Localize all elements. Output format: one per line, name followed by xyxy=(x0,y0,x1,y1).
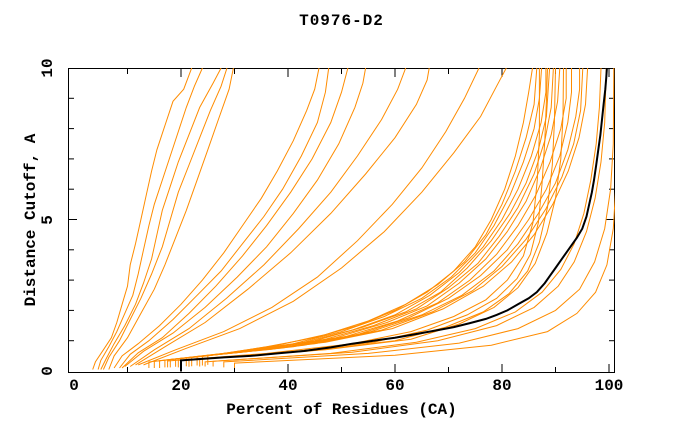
model-curve xyxy=(121,68,349,369)
y-tick-label: 10 xyxy=(39,58,57,78)
model-curve xyxy=(129,68,407,367)
x-tick-label: 80 xyxy=(492,377,512,395)
model-curve xyxy=(223,68,615,368)
model-curve xyxy=(119,68,330,369)
target-curve xyxy=(180,68,608,371)
x-axis-label: Percent of Residues (CA) xyxy=(226,401,457,419)
plot-border xyxy=(68,68,615,373)
model-curve xyxy=(159,68,543,368)
x-tick-label: 100 xyxy=(594,377,624,395)
model-curve xyxy=(138,68,480,366)
model-curve xyxy=(113,68,320,369)
model-curve xyxy=(100,68,222,370)
plot-svg xyxy=(68,68,615,373)
model-curve xyxy=(124,68,367,367)
y-tick-label: 5 xyxy=(39,214,57,225)
model-curve xyxy=(97,68,203,370)
model-curve xyxy=(169,68,551,368)
model-curve xyxy=(108,68,234,370)
x-tick-label: 0 xyxy=(69,377,79,395)
x-tick-label: 60 xyxy=(385,377,405,395)
model-curve xyxy=(234,191,615,368)
model-curve xyxy=(153,68,538,368)
model-curve xyxy=(143,68,507,366)
model-curve xyxy=(167,68,540,368)
y-axis-label: Distance Cutoff, A xyxy=(22,133,40,307)
chart-title: T0976-D2 xyxy=(299,12,384,30)
model-curve xyxy=(135,68,430,366)
model-curve xyxy=(201,68,584,366)
x-tick-label: 20 xyxy=(171,377,191,395)
model-curve xyxy=(102,68,228,370)
model-curve xyxy=(212,68,607,367)
model-curve xyxy=(207,68,589,365)
model-curve xyxy=(92,68,193,370)
x-tick-label: 40 xyxy=(278,377,298,395)
model-curve xyxy=(148,68,533,368)
y-tick-label: 0 xyxy=(39,366,57,376)
model-curve xyxy=(204,68,602,367)
model-curve xyxy=(199,68,564,367)
